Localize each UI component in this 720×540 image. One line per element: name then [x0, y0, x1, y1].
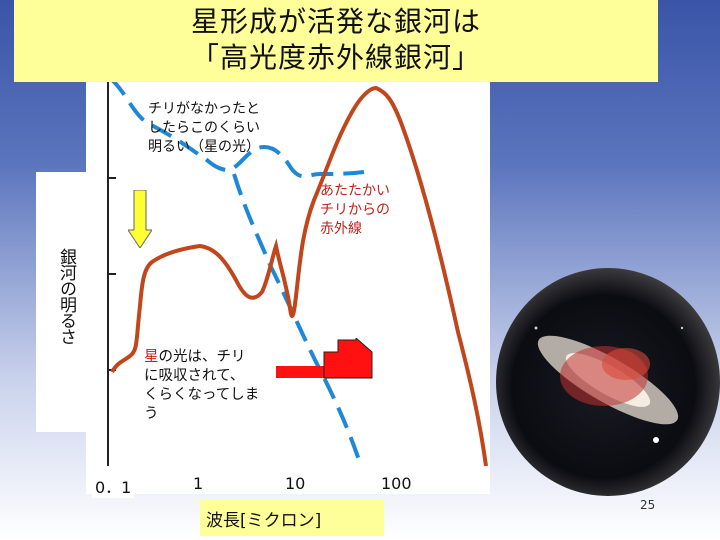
dust-free-curve-tail — [232, 173, 363, 466]
x-axis-label: 波長[ミクロン] — [200, 500, 384, 536]
x-tick-label: 100 — [378, 474, 415, 493]
plot-area — [86, 82, 490, 466]
title-line-2: 「高光度赤外線銀河」 — [190, 41, 481, 74]
y-axis-label: 銀河の明るさ — [56, 248, 76, 344]
up-arrow-icon — [276, 338, 373, 379]
infrared-annotation: あたたかい チリからの 赤外線 — [320, 183, 390, 237]
dust-free-curve — [111, 82, 365, 179]
x-tick-label: 0．1 — [92, 474, 135, 498]
down-arrow-icon — [128, 190, 152, 248]
galaxy-illustration — [534, 326, 684, 443]
star-light-annotation: 星の光は、チリ に吸収されて、 くらくなってしま う — [144, 349, 260, 422]
dust-free-annotation: チリがなかったと したらこのくらい 明るい（星の光） — [148, 101, 260, 155]
x-tick-label: 1 — [190, 474, 207, 493]
galaxy-image — [496, 268, 720, 496]
x-tick-label: 10 — [282, 474, 309, 493]
sed-chart — [107, 82, 488, 466]
title-banner: 星形成が活発な銀河は 「高光度赤外線銀河」 — [14, 0, 658, 82]
title-line-1: 星形成が活発な銀河は — [190, 5, 481, 38]
page-number: 25 — [640, 498, 656, 512]
observed-curve — [110, 85, 488, 466]
y-axis-label-box — [36, 172, 88, 432]
